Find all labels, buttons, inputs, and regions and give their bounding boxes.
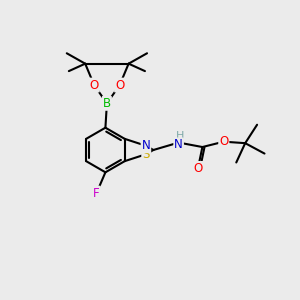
Text: N: N xyxy=(142,139,150,152)
Text: F: F xyxy=(93,187,100,200)
Text: O: O xyxy=(193,162,203,175)
Text: H: H xyxy=(176,131,184,141)
Text: O: O xyxy=(219,135,228,148)
Text: B: B xyxy=(103,97,111,110)
Text: O: O xyxy=(115,79,124,92)
Text: N: N xyxy=(174,138,183,152)
Text: S: S xyxy=(142,148,150,161)
Text: O: O xyxy=(89,79,99,92)
